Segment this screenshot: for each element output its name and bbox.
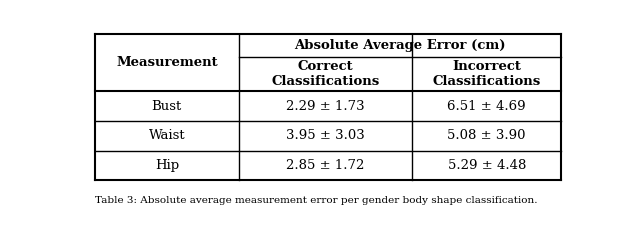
Text: Table 3: Absolute average measurement error per gender body shape classification: Table 3: Absolute average measurement er…	[95, 196, 538, 205]
Text: 5.29 ± 4.48: 5.29 ± 4.48	[447, 159, 526, 172]
Text: Hip: Hip	[155, 159, 179, 172]
Text: Measurement: Measurement	[116, 56, 218, 69]
Text: Bust: Bust	[152, 100, 182, 113]
Text: 2.29 ± 1.73: 2.29 ± 1.73	[286, 100, 365, 113]
Text: 3.95 ± 3.03: 3.95 ± 3.03	[286, 129, 365, 142]
Text: Correct
Classifications: Correct Classifications	[271, 60, 380, 88]
Text: 2.85 ± 1.72: 2.85 ± 1.72	[286, 159, 365, 172]
Text: 6.51 ± 4.69: 6.51 ± 4.69	[447, 100, 526, 113]
Text: Incorrect
Classifications: Incorrect Classifications	[433, 60, 541, 88]
Text: 5.08 ± 3.90: 5.08 ± 3.90	[447, 129, 526, 142]
Text: Absolute Average Error (cm): Absolute Average Error (cm)	[294, 39, 506, 52]
Text: Waist: Waist	[148, 129, 185, 142]
